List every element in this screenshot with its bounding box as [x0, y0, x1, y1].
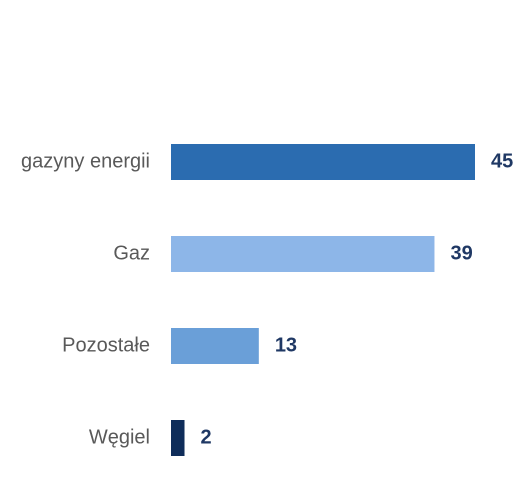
value-label: 13 [275, 334, 297, 356]
value-label: 45 [491, 150, 513, 172]
category-label: Pozostałe [62, 334, 150, 356]
category-label: gazyny energii [21, 150, 150, 172]
value-label: 39 [450, 242, 472, 264]
bar [171, 328, 259, 364]
bar [171, 420, 185, 456]
bar [171, 236, 435, 272]
bar [171, 144, 475, 180]
category-label: Gaz [113, 242, 150, 264]
category-label: Węgiel [89, 426, 150, 448]
value-label: 2 [201, 426, 212, 448]
